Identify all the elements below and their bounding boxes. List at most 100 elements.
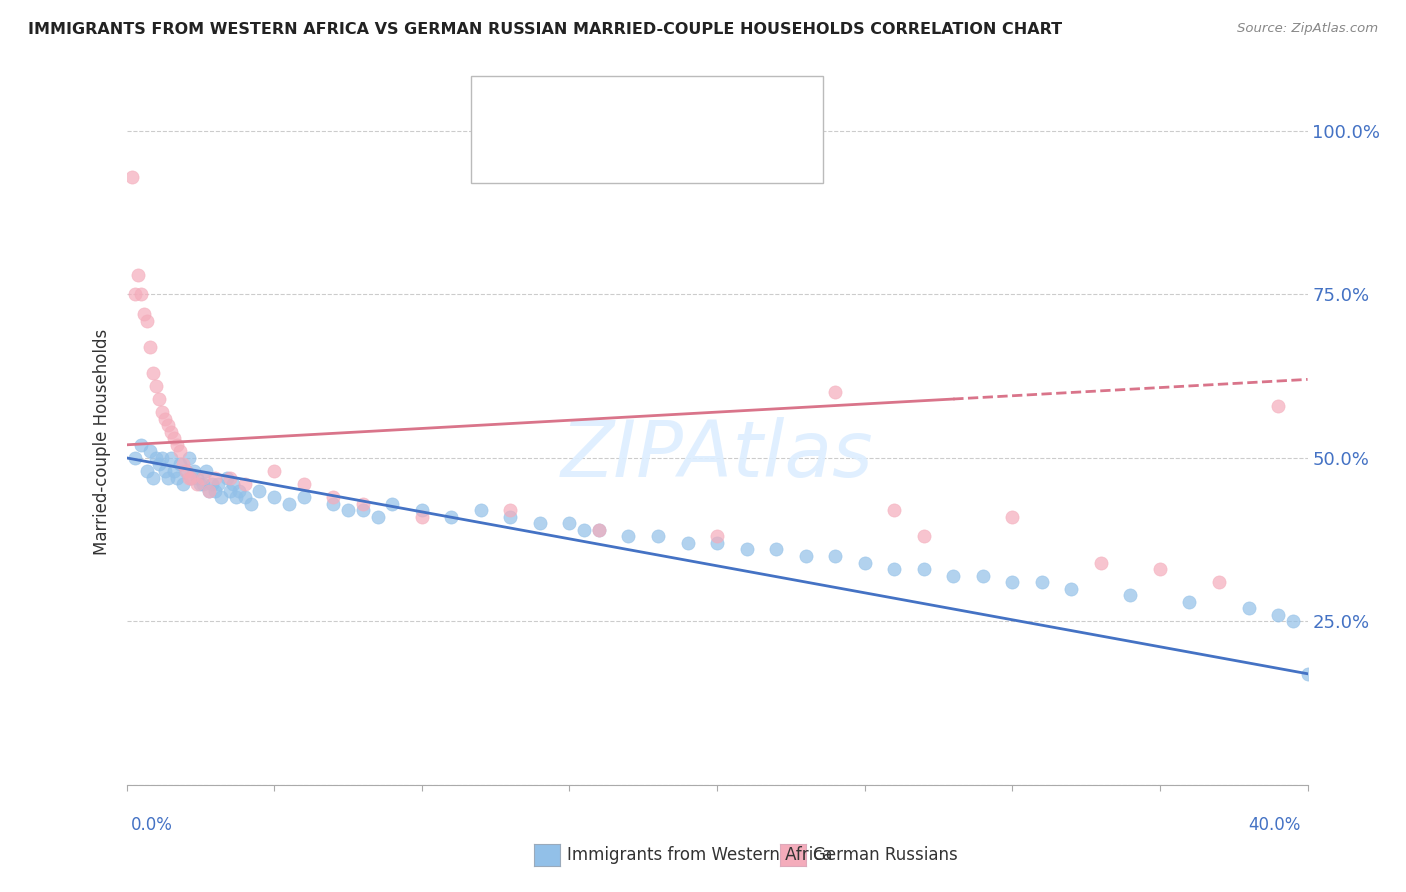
Point <box>1208 575 1230 590</box>
Point <box>177 450 200 465</box>
Point <box>1282 615 1305 629</box>
Point <box>136 313 159 327</box>
Point <box>676 536 699 550</box>
Point <box>186 470 208 484</box>
Point <box>183 464 205 478</box>
Point <box>150 450 173 465</box>
Text: Immigrants from Western Africa: Immigrants from Western Africa <box>567 846 832 863</box>
Point <box>142 470 165 484</box>
Point <box>193 470 215 484</box>
Point <box>292 490 315 504</box>
Point <box>470 503 492 517</box>
Text: 40.0%: 40.0% <box>1249 816 1301 834</box>
Text: 0.0%: 0.0% <box>131 816 173 834</box>
Point <box>1178 595 1201 609</box>
Point <box>411 503 433 517</box>
Point <box>239 497 262 511</box>
Point <box>163 464 186 478</box>
Point <box>174 464 197 478</box>
Point <box>186 477 208 491</box>
Point <box>169 458 191 472</box>
Point <box>180 470 202 484</box>
Point <box>150 405 173 419</box>
Point <box>218 483 242 498</box>
Point <box>204 470 226 484</box>
Point <box>1296 666 1319 681</box>
Point <box>156 470 179 484</box>
Point <box>166 438 188 452</box>
Point <box>247 483 270 498</box>
Point <box>1267 399 1289 413</box>
Point <box>1090 556 1112 570</box>
Point <box>139 340 162 354</box>
Point <box>529 516 551 531</box>
Point <box>136 464 159 478</box>
Point <box>942 568 965 582</box>
Point <box>201 477 224 491</box>
Point <box>156 418 179 433</box>
Point <box>198 483 221 498</box>
Point <box>853 556 876 570</box>
Point <box>912 562 935 576</box>
Point <box>765 542 787 557</box>
Point <box>558 516 581 531</box>
Point <box>148 458 170 472</box>
Point <box>148 392 170 406</box>
Point <box>166 470 188 484</box>
Point <box>233 490 256 504</box>
Point <box>145 379 167 393</box>
Point <box>366 509 388 524</box>
Point <box>263 490 285 504</box>
Point <box>195 464 218 478</box>
Point <box>169 444 191 458</box>
Point <box>225 490 247 504</box>
Point <box>706 529 728 543</box>
Point <box>617 529 640 543</box>
Point <box>824 549 846 563</box>
Point <box>499 503 522 517</box>
Point <box>233 477 256 491</box>
Point <box>193 477 215 491</box>
Point <box>972 568 994 582</box>
Point <box>278 497 301 511</box>
Point <box>574 523 596 537</box>
Text: R =  0.061  N = 43: R = 0.061 N = 43 <box>531 138 727 156</box>
Point <box>134 307 156 321</box>
Point <box>647 529 669 543</box>
Point <box>124 287 146 301</box>
Point <box>228 483 250 498</box>
Point <box>322 490 344 504</box>
Point <box>172 458 194 472</box>
Point <box>411 509 433 524</box>
Point <box>160 450 183 465</box>
Point <box>263 464 285 478</box>
Point <box>292 477 315 491</box>
Point <box>588 523 610 537</box>
Point <box>440 509 463 524</box>
Point <box>1119 588 1142 602</box>
Point <box>1031 575 1053 590</box>
Text: R = -0.462  N = 74: R = -0.462 N = 74 <box>531 99 727 117</box>
Point <box>204 483 226 498</box>
Point <box>1237 601 1260 615</box>
Point <box>174 464 197 478</box>
Point <box>160 425 183 439</box>
Point <box>1001 575 1024 590</box>
Point <box>188 477 211 491</box>
Point <box>129 287 153 301</box>
Point <box>222 477 245 491</box>
Point <box>139 444 162 458</box>
Text: ZIPAtlas: ZIPAtlas <box>561 417 873 493</box>
Point <box>824 385 846 400</box>
Point <box>142 366 165 380</box>
Point <box>145 450 167 465</box>
Point <box>207 477 229 491</box>
Point <box>163 431 186 445</box>
Text: Source: ZipAtlas.com: Source: ZipAtlas.com <box>1237 22 1378 36</box>
Point <box>352 497 374 511</box>
Point <box>215 470 238 484</box>
Point <box>127 268 149 282</box>
Point <box>883 562 905 576</box>
Point <box>499 509 522 524</box>
Point <box>352 503 374 517</box>
